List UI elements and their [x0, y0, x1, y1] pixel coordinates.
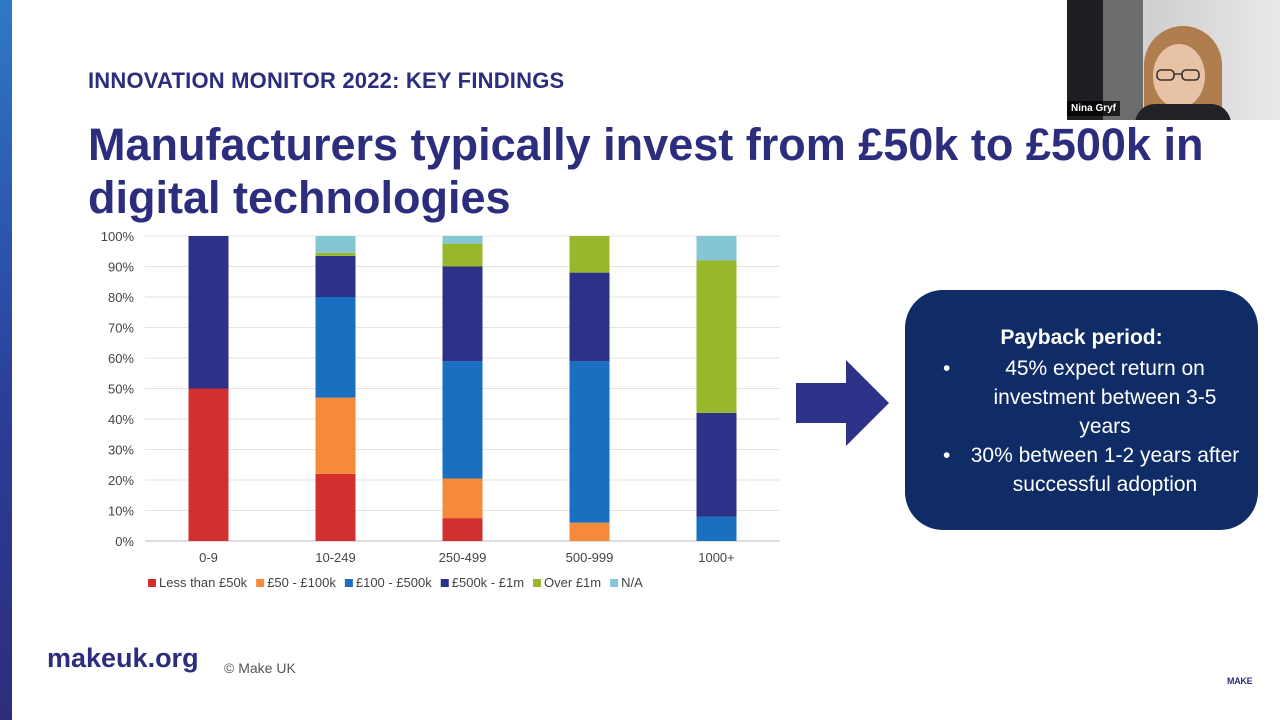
x-tick-label: 10-249: [315, 550, 355, 565]
payback-callout: Payback period: 45% expect return on inv…: [905, 290, 1258, 530]
callout-bullet: 45% expect return on investment between …: [935, 354, 1245, 441]
bar-segment: [442, 236, 483, 244]
make-uk-logo: MAKE: [1227, 676, 1261, 688]
participant-shirt: [1135, 104, 1231, 120]
slide-headline: Manufacturers typically invest from £50k…: [88, 119, 1204, 223]
bar-segment: [315, 236, 356, 253]
x-tick-label: 500-999: [566, 550, 614, 565]
y-tick-label: 50%: [108, 382, 134, 397]
legend-swatch: [344, 579, 353, 587]
bar-segment: [569, 236, 610, 273]
y-tick-label: 0%: [115, 534, 134, 549]
x-tick-label: 0-9: [199, 550, 218, 565]
legend-label: Less than £50k: [159, 575, 248, 590]
bar-segment: [315, 473, 356, 541]
legend-label: N/A: [621, 575, 643, 590]
bar-segment: [696, 260, 737, 413]
chart-x-ticks: 0-9 10-249 250-499 500-999 1000+: [199, 550, 735, 565]
x-tick-label: 1000+: [698, 550, 735, 565]
legend-label: £50 - £100k: [267, 575, 336, 590]
bar-segment: [315, 255, 356, 297]
bar-segment: [442, 478, 483, 519]
bar-segment: [315, 297, 356, 398]
legend-label: £100 - £500k: [356, 575, 432, 590]
participant-name: Nina Gryf: [1067, 101, 1121, 116]
y-tick-label: 30%: [108, 443, 134, 458]
bar-segment: [188, 236, 229, 389]
x-tick-label: 250-499: [439, 550, 487, 565]
logo-text: MAKE: [1227, 676, 1253, 686]
bar-segment: [569, 272, 610, 362]
chart-y-ticks: 0% 10% 20% 30% 40% 50% 60% 70% 80% 90% 100%: [101, 229, 135, 549]
bar-segment: [696, 236, 737, 261]
copyright-text: © Make UK: [224, 660, 296, 676]
y-tick-label: 40%: [108, 412, 134, 427]
chart-bars: [188, 236, 737, 541]
bar-segment: [442, 361, 483, 479]
callout-bullet: 30% between 1-2 years after successful a…: [935, 441, 1245, 499]
legend-swatch: [148, 579, 156, 587]
callout-bullet-text: 45% expect return on investment between …: [993, 357, 1217, 438]
y-tick-label: 100%: [101, 229, 135, 244]
chart-legend: Less than £50k £50 - £100k £100 - £500k £50…: [148, 575, 643, 590]
bar-segment: [315, 397, 356, 474]
bar-segment: [442, 243, 483, 267]
callout-bullet-list: 45% expect return on investment between …: [935, 354, 1245, 499]
participant-face: [1153, 44, 1205, 108]
callout-title: Payback period:: [1000, 326, 1163, 349]
slide-accent-bar: [0, 0, 12, 720]
makeuk-link[interactable]: makeuk.org: [47, 643, 199, 673]
participant-video-tile[interactable]: Nina Gryf: [1067, 0, 1280, 120]
legend-label: Over £1m: [544, 575, 601, 590]
y-tick-label: 60%: [108, 351, 134, 366]
bar-segment: [442, 266, 483, 362]
bar-segment: [188, 388, 229, 541]
bar-segment: [315, 252, 356, 256]
legend-swatch: [440, 579, 449, 587]
right-arrow-icon: [796, 360, 889, 446]
y-tick-label: 80%: [108, 290, 134, 305]
slide-kicker: INNOVATION MONITOR 2022: KEY FINDINGS: [88, 68, 565, 93]
y-tick-label: 20%: [108, 473, 134, 488]
bar-segment: [569, 522, 610, 541]
y-tick-label: 10%: [108, 504, 134, 519]
y-tick-label: 90%: [108, 260, 134, 275]
bar-segment: [442, 518, 483, 541]
glasses-icon: [1156, 69, 1200, 81]
legend-label: £500k - £1m: [452, 575, 524, 590]
bar-segment: [569, 361, 610, 523]
bar-segment: [696, 516, 737, 541]
y-tick-label: 70%: [108, 321, 134, 336]
investment-stacked-bar-chart: 0% 10% 20% 30% 40% 50% 60% 70% 80% 90% 100% 0-9 10-…: [101, 229, 780, 590]
legend-swatch: [533, 579, 542, 587]
legend-swatch: [256, 579, 265, 587]
callout-bullet-text: 30% between 1-2 years after successful a…: [970, 444, 1240, 496]
legend-swatch: [610, 579, 619, 587]
bar-segment: [696, 412, 737, 517]
